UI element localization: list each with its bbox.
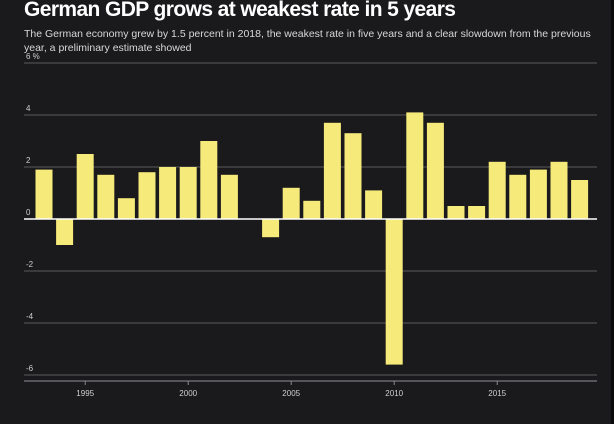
bar-2003 [262, 219, 280, 238]
bar-2008 [365, 190, 383, 219]
bar-2009 [385, 219, 403, 365]
chart-subtitle: The German economy grew by 1.5 percent i… [24, 28, 591, 54]
y-tick-label: 6 % [26, 52, 40, 61]
bar-1994 [76, 154, 94, 219]
window-edge [611, 0, 614, 424]
bar-2007 [344, 133, 362, 219]
x-tick-label: 2000 [179, 389, 197, 398]
bar-2017 [550, 161, 568, 219]
y-tick-label: -6 [26, 364, 34, 373]
bar-1995 [97, 174, 115, 219]
bar-2014 [488, 161, 506, 219]
bar-2000 [200, 141, 218, 219]
y-tick-label: -2 [26, 260, 34, 269]
bar-2005 [303, 200, 321, 219]
y-tick-label: -4 [26, 312, 34, 321]
bar-1997 [138, 172, 156, 219]
bar-2001 [220, 174, 238, 219]
bar-1992 [35, 169, 53, 219]
bar-2018 [571, 180, 589, 219]
y-tick-label: 4 [26, 104, 31, 113]
bar-1999 [179, 167, 197, 219]
bar-2004 [282, 187, 300, 219]
bar-2016 [529, 169, 547, 219]
x-tick-label: 2005 [282, 389, 300, 398]
bar-2015 [509, 174, 527, 219]
y-tick-label: 0 [26, 208, 31, 217]
bar-2010 [406, 112, 424, 219]
chart-title: German GDP grows at weakest rate in 5 ye… [24, 0, 456, 21]
bar-1993 [56, 219, 74, 245]
bar-2011 [426, 122, 444, 219]
bar-2006 [323, 122, 341, 219]
y-tick-label: 2 [26, 156, 31, 165]
bar-2012 [447, 206, 465, 219]
bar-1998 [159, 167, 177, 219]
x-tick-label: 1995 [76, 389, 94, 398]
x-tick-label: 2010 [385, 389, 403, 398]
bar-1996 [117, 198, 135, 219]
x-tick-label: 2015 [488, 389, 506, 398]
bar-2013 [468, 206, 486, 219]
